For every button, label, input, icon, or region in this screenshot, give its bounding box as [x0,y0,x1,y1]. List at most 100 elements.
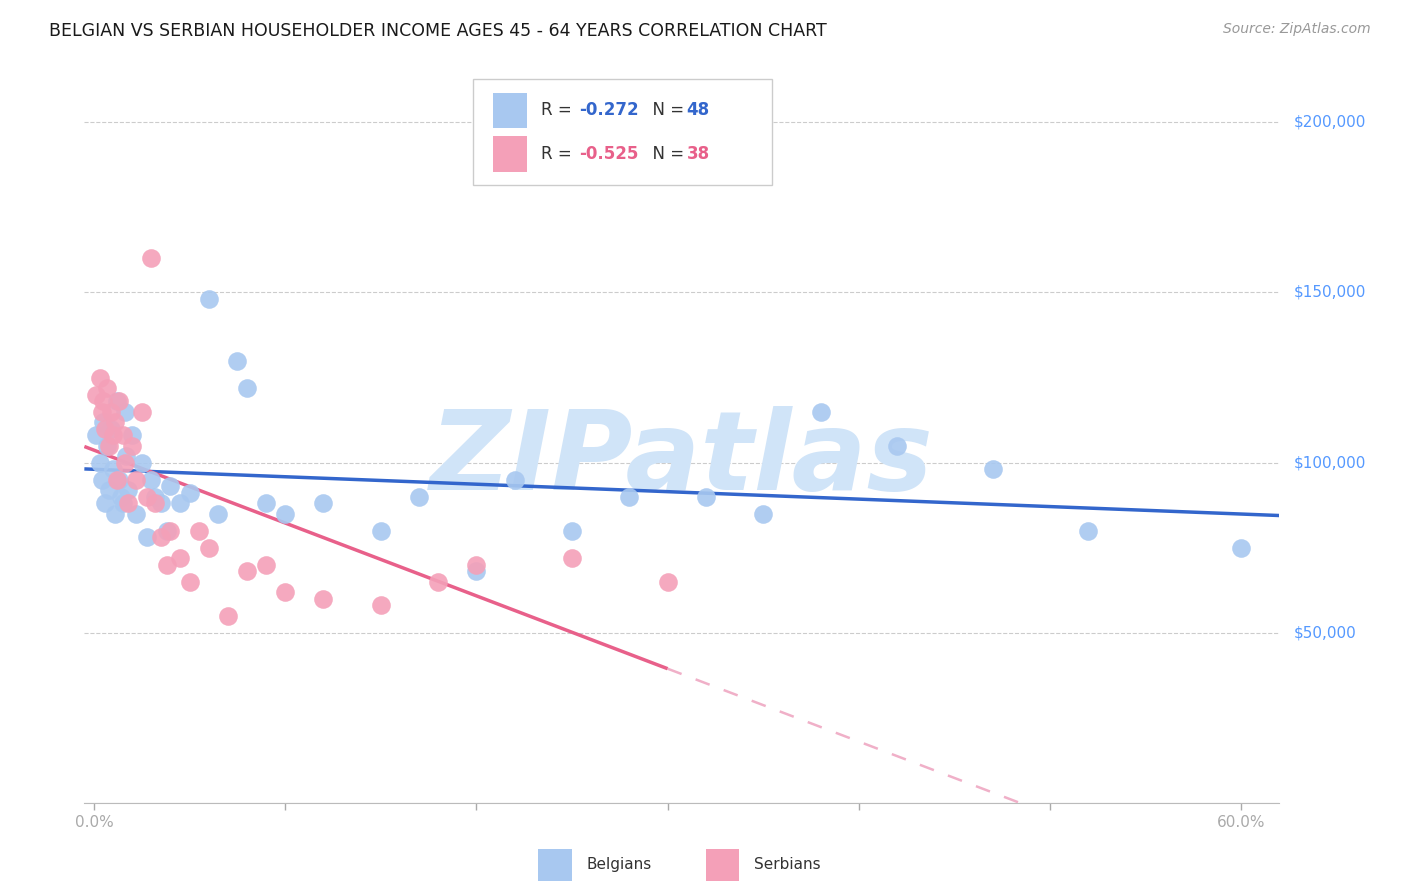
Point [131,456,153,470]
Point [169,496,191,510]
Point [107,473,129,487]
FancyBboxPatch shape [494,93,527,128]
Text: R =: R = [541,145,576,163]
Point [226,353,249,368]
Point [104,415,127,429]
Point [619,490,641,504]
Point [179,486,201,500]
Point [159,479,181,493]
Point [89,370,111,384]
Point [236,565,259,579]
Point [1077,524,1099,538]
Point [370,524,392,538]
Point [114,404,136,418]
Point [125,473,148,487]
Point [217,608,239,623]
Point [93,394,115,409]
Point [94,496,117,510]
Text: ZIPatlas: ZIPatlas [430,406,934,513]
FancyBboxPatch shape [538,848,572,881]
Point [105,394,128,409]
Text: -0.272: -0.272 [579,101,638,120]
Point [136,531,159,545]
Text: 48: 48 [686,101,710,120]
Point [104,507,127,521]
Point [810,404,832,418]
Point [561,550,583,565]
Text: $50,000: $50,000 [1294,625,1357,640]
Point [84,428,107,442]
Point [110,490,132,504]
Point [101,428,124,442]
Point [981,462,1004,476]
Point [1230,541,1253,555]
Text: N =: N = [643,145,690,163]
Point [752,507,775,521]
Text: Belgians: Belgians [586,857,651,872]
FancyBboxPatch shape [494,136,527,171]
Point [131,404,153,418]
Point [96,381,118,395]
Text: BELGIAN VS SERBIAN HOUSEHOLDER INCOME AGES 45 - 64 YEARS CORRELATION CHART: BELGIAN VS SERBIAN HOUSEHOLDER INCOME AG… [49,22,827,40]
Point [561,524,583,538]
Point [254,558,277,572]
Point [197,293,219,307]
Point [117,483,139,497]
Point [114,456,136,470]
Point [159,524,181,538]
Point [111,428,134,442]
Point [312,591,335,606]
Point [141,252,163,266]
Point [427,574,450,589]
Point [111,496,134,510]
Point [117,496,139,510]
Point [105,473,128,487]
Point [169,550,191,565]
Point [121,428,143,442]
Point [96,439,118,453]
Point [143,496,166,510]
Point [121,439,143,453]
Point [657,574,679,589]
Text: $100,000: $100,000 [1294,455,1367,470]
Point [370,599,392,613]
FancyBboxPatch shape [706,848,740,881]
Point [254,496,277,510]
Point [155,524,177,538]
Text: $150,000: $150,000 [1294,285,1367,300]
Point [90,404,112,418]
Point [93,415,115,429]
Point [98,439,121,453]
Point [98,483,121,497]
Point [101,462,124,476]
Point [100,421,122,435]
Point [115,449,138,463]
Point [149,496,172,510]
Text: Source: ZipAtlas.com: Source: ZipAtlas.com [1223,22,1371,37]
Point [141,473,163,487]
Point [90,473,112,487]
Point [274,585,297,599]
Point [408,490,430,504]
Point [179,574,201,589]
Point [89,456,111,470]
Text: $200,000: $200,000 [1294,115,1367,130]
Point [274,507,297,521]
Point [236,381,259,395]
Point [149,531,172,545]
Point [465,558,488,572]
Text: R =: R = [541,101,576,120]
Text: -0.525: -0.525 [579,145,638,163]
Point [207,507,229,521]
Point [188,524,211,538]
Point [143,490,166,504]
Point [465,565,488,579]
Text: Serbians: Serbians [754,857,820,872]
Point [100,404,122,418]
Point [886,439,908,453]
Point [503,473,526,487]
Point [695,490,717,504]
Point [84,387,107,401]
Point [197,541,219,555]
Point [94,421,117,435]
